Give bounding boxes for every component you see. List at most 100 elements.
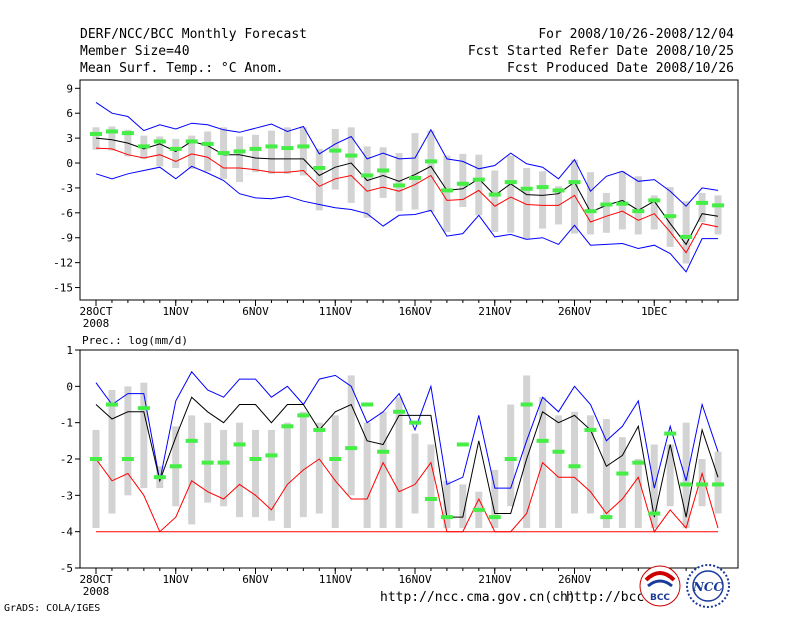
- observed-marker: [137, 144, 150, 149]
- ensemble-mean-line: [95, 137, 719, 246]
- range-box: [267, 130, 275, 174]
- range-box: [698, 192, 706, 222]
- y-tick-label: -9: [60, 232, 73, 245]
- observed-marker: [600, 202, 613, 207]
- forecast-period: For 2008/10/26-2008/12/04: [538, 27, 734, 42]
- y-tick-label: -6: [60, 207, 73, 220]
- range-box: [252, 429, 259, 518]
- grads-credit: GrADS: COLA/IGES: [4, 603, 101, 614]
- y-tick-label: -5: [60, 562, 73, 575]
- observed-marker: [361, 402, 374, 407]
- x-tick-label: 28OCT: [79, 305, 112, 318]
- y-tick-label: -3: [60, 489, 73, 502]
- range-box: [427, 444, 435, 529]
- observed-marker: [377, 449, 390, 454]
- x-tick-label: 11NOV: [319, 305, 352, 318]
- observed-marker: [90, 131, 102, 136]
- range-box: [188, 415, 196, 525]
- y-tick-label: -4: [60, 526, 74, 539]
- range-box: [523, 168, 531, 240]
- observed-marker: [377, 168, 390, 173]
- y-tick-label: 6: [66, 107, 73, 120]
- range-box: [124, 386, 132, 496]
- observed-marker: [281, 146, 294, 151]
- observed-marker: [552, 188, 565, 193]
- observed-marker: [504, 180, 517, 185]
- range-box: [108, 126, 116, 151]
- range-box: [443, 480, 451, 529]
- x-tick-label: 26NOV: [558, 305, 591, 318]
- x-tick-label: 16NOV: [398, 573, 431, 586]
- x-tick-label: 28OCT: [79, 573, 112, 586]
- y-tick-label: -15: [53, 282, 73, 295]
- observed-marker: [169, 464, 182, 469]
- range-box: [618, 437, 626, 529]
- ncc-url[interactable]: http://ncc.cma.gov.cn(ch): [380, 590, 576, 605]
- observed-marker: [584, 427, 597, 432]
- bcc-logo: BCC: [639, 565, 681, 607]
- observed-marker: [345, 153, 358, 158]
- observed-marker: [90, 457, 102, 461]
- observed-marker: [345, 446, 358, 451]
- range-box: [507, 155, 515, 233]
- observed-marker: [217, 151, 230, 156]
- observed-marker: [472, 177, 485, 182]
- observed-marker: [201, 460, 214, 465]
- observed-marker: [712, 203, 725, 208]
- member-size: Member Size=40: [80, 44, 190, 59]
- observed-marker: [456, 442, 469, 447]
- y-tick-label: 0: [66, 157, 73, 170]
- observed-marker: [568, 464, 581, 469]
- y-tick-label: 1: [66, 344, 73, 357]
- lower-bound-line: [95, 458, 719, 533]
- observed-marker: [137, 406, 150, 411]
- range-box: [347, 375, 355, 496]
- x-tick-label: 21NOV: [478, 305, 511, 318]
- observed-marker: [121, 457, 134, 461]
- observed-marker: [201, 141, 214, 146]
- range-box: [491, 170, 499, 232]
- range-box: [363, 422, 371, 529]
- range-box: [443, 155, 451, 232]
- range-box: [666, 444, 674, 507]
- x-tick-sublabel: 2008: [83, 585, 110, 598]
- range-box: [411, 133, 419, 210]
- observed-marker: [584, 209, 597, 214]
- range-box: [459, 153, 467, 208]
- observed-marker: [265, 144, 278, 149]
- observed-marker: [440, 515, 453, 520]
- observed-marker: [265, 453, 278, 458]
- y-tick-label: 9: [66, 82, 73, 95]
- range-box: [108, 389, 116, 514]
- range-box: [252, 134, 259, 173]
- observed-marker: [361, 173, 374, 178]
- range-box: [714, 195, 722, 235]
- observed-marker: [504, 457, 517, 461]
- range-box: [315, 422, 323, 514]
- range-box: [427, 130, 435, 212]
- range-box: [315, 148, 323, 211]
- observed-marker: [632, 460, 645, 465]
- x-tick-label: 6NOV: [242, 573, 269, 586]
- observed-marker: [393, 183, 406, 188]
- range-box: [267, 429, 275, 521]
- start-date: Fcst Started Refer Date 2008/10/25: [467, 44, 734, 59]
- range-box: [602, 419, 610, 529]
- x-tick-label: 1NOV: [163, 573, 190, 586]
- range-box: [555, 415, 563, 529]
- y-tick-label: 0: [66, 380, 73, 393]
- range-box: [156, 136, 164, 167]
- plot-frame: [79, 79, 739, 301]
- range-box: [379, 411, 387, 529]
- ensemble-max-line: [95, 101, 719, 207]
- x-tick-label: 16NOV: [398, 305, 431, 318]
- range-box: [204, 131, 212, 172]
- bcc-url[interactable]: http://bcc.c: [566, 590, 660, 605]
- range-box: [92, 429, 100, 529]
- range-box: [475, 154, 483, 216]
- observed-marker: [297, 413, 310, 418]
- range-box: [379, 147, 387, 198]
- observed-marker: [520, 402, 533, 407]
